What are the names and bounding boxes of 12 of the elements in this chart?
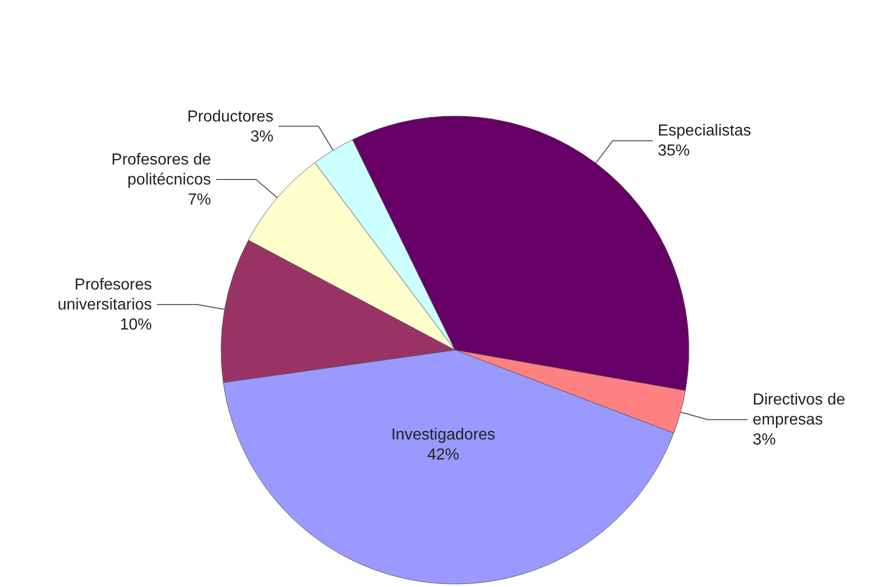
slice-label: Investigadores bbox=[391, 426, 496, 444]
data-label: 3% bbox=[250, 128, 274, 146]
data-label: 7% bbox=[188, 191, 212, 208]
data-label: 35% bbox=[658, 142, 690, 160]
slice-label: Especialistas bbox=[658, 122, 752, 140]
data-label: 3% bbox=[752, 432, 776, 449]
slice-label: Productores bbox=[187, 108, 274, 126]
slice-label: Profesores de politécnicos bbox=[111, 151, 212, 188]
data-label: 10% bbox=[120, 316, 152, 334]
slice-label: Profesores universitarios bbox=[58, 276, 152, 314]
data-label: 42% bbox=[427, 446, 460, 464]
slice-label: Directivos de empresas bbox=[752, 392, 846, 429]
